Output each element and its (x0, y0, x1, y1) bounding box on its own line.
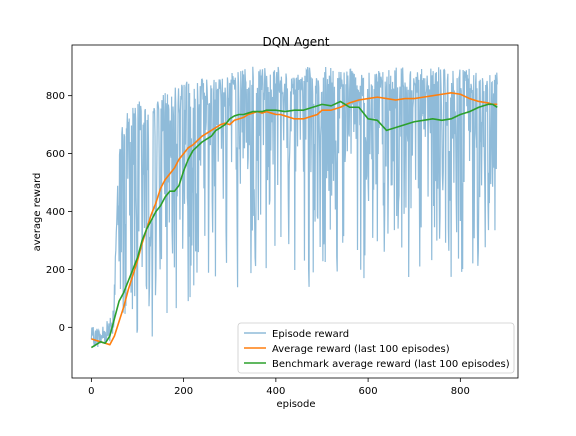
series-line-episode-reward (90, 66, 498, 348)
chart-title: DQN Agent (263, 35, 330, 49)
y-tick-label: 800 (46, 91, 65, 102)
series-line-benchmark-reward (90, 100, 498, 349)
y-tick-label: 400 (46, 207, 65, 218)
x-tick-label: 600 (359, 386, 378, 397)
legend-label-benchmark: Benchmark average reward (last 100 episo… (272, 359, 510, 370)
y-axis-label: average reward (32, 173, 43, 252)
y-axis: 0 200 400 600 800 (46, 91, 72, 334)
legend: Episode reward Average reward (last 100 … (237, 322, 515, 374)
legend-box (237, 322, 515, 374)
x-axis: 0 200 400 600 800 (88, 378, 470, 397)
legend-label-episode: Episode reward (272, 329, 349, 340)
x-tick-label: 0 (88, 386, 94, 397)
x-tick-label: 800 (451, 386, 470, 397)
y-tick-label: 200 (46, 265, 65, 276)
y-tick-label: 0 (59, 323, 65, 334)
x-tick-label: 200 (174, 386, 193, 397)
y-tick-label: 600 (46, 149, 65, 160)
x-tick-label: 400 (266, 386, 285, 397)
legend-label-average: Average reward (last 100 episodes) (272, 344, 450, 355)
x-axis-label: episode (276, 399, 315, 410)
